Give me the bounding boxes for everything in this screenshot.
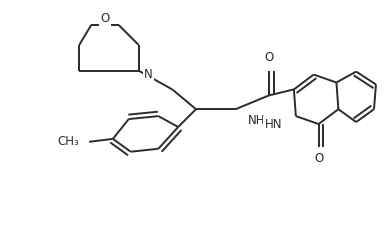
Text: O: O [100, 12, 110, 25]
Text: HN: HN [265, 117, 282, 131]
Text: NH: NH [248, 114, 265, 127]
Text: N: N [144, 68, 153, 81]
Text: CH₃: CH₃ [57, 135, 79, 148]
Text: O: O [265, 51, 274, 64]
Text: O: O [314, 152, 323, 165]
